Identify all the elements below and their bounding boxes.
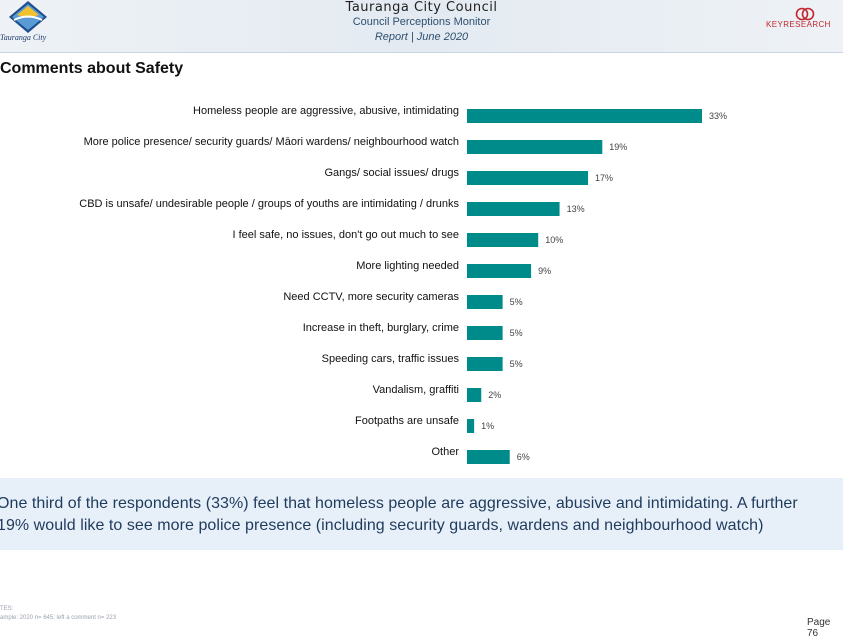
category-label: Need CCTV, more security cameras [283, 291, 459, 303]
category-label: Other [431, 446, 459, 458]
value-label: 1% [481, 421, 494, 431]
bar [467, 140, 603, 154]
category-label: Footpaths are unsafe [355, 415, 459, 427]
page-number: Page 76 [807, 617, 831, 639]
logo-city-text: Tauranga City [0, 33, 47, 42]
category-label: I feel safe, no issues, don't go out muc… [232, 229, 459, 241]
category-label: More police presence/ security guards/ M… [84, 136, 459, 148]
keyresearch-logo: KEYRESEARCH [760, 7, 843, 37]
value-label: 2% [488, 390, 501, 400]
value-label: 17% [595, 173, 613, 183]
notes-sample: ample: 2020 n= 645; left a comment n= 22… [0, 615, 117, 621]
value-label: 5% [510, 297, 523, 307]
tauranga-city-logo: Tauranga City [0, 0, 60, 48]
category-label: Homeless people are aggressive, abusive,… [193, 105, 459, 117]
category-label: Vandalism, graffiti [373, 384, 459, 396]
report-header: Tauranga City Tauranga City Council Coun… [0, 0, 843, 53]
value-label: 9% [538, 266, 551, 276]
bar [467, 450, 510, 464]
organisation-title: Tauranga City Council [345, 0, 498, 15]
category-label: Speeding cars, traffic issues [322, 353, 460, 365]
bar [467, 202, 560, 216]
summary-box: One third of the respondents (33%) feel … [0, 478, 843, 550]
summary-text: One third of the respondents (33%) feel … [0, 495, 798, 534]
category-label: More lighting needed [356, 260, 459, 272]
category-label: Gangs/ social issues/ drugs [324, 167, 459, 179]
bar [467, 419, 475, 433]
bar [467, 357, 503, 371]
value-label: 10% [545, 235, 563, 245]
bar [467, 326, 503, 340]
value-label: 6% [517, 452, 530, 462]
bar [467, 109, 702, 123]
notes-label: TES: [0, 606, 14, 612]
section-title: Comments about Safety [0, 60, 184, 77]
bar [467, 264, 532, 278]
tauranga-logo-icon [9, 1, 47, 33]
value-label: 19% [609, 142, 627, 152]
bar [467, 233, 539, 247]
value-label: 33% [709, 111, 727, 121]
value-label: 5% [510, 359, 523, 369]
keyresearch-rings-icon [795, 7, 815, 21]
bar [467, 171, 589, 185]
bar [467, 388, 482, 402]
bar [467, 295, 503, 309]
value-label: 5% [510, 328, 523, 338]
keyresearch-text: KEYRESEARCH [766, 20, 831, 29]
safety-comments-bar-chart: Homeless people are aggressive, abusive,… [79, 105, 727, 464]
category-label: Increase in theft, burglary, crime [303, 322, 459, 334]
report-date: Report | June 2020 [374, 31, 469, 43]
category-label: CBD is unsafe/ undesirable people / grou… [79, 198, 459, 210]
value-label: 13% [567, 204, 585, 214]
report-subtitle: Council Perceptions Monitor [352, 16, 491, 28]
